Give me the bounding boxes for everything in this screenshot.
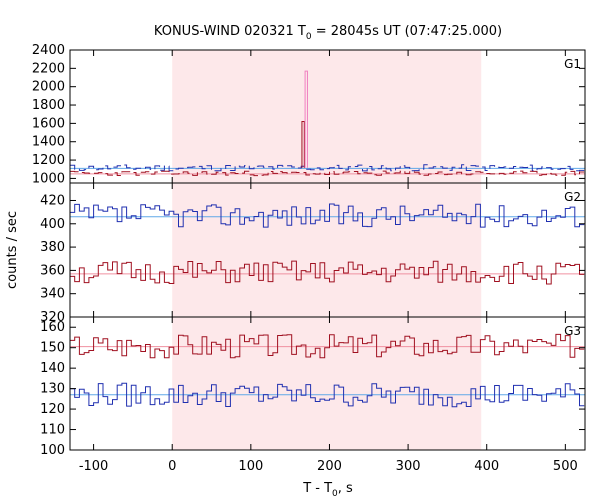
panel-g1: 1000 1200 1400 1600 1800 2000 2200 2400 G1: [32, 43, 586, 186]
chart-title-sub: 0: [306, 32, 312, 42]
y-tick-label: 360: [40, 263, 65, 278]
chart-title-tail: = 28045s UT (07:47:25.000): [312, 24, 502, 39]
y-tick-label: 110: [40, 423, 65, 438]
x-tick-label: 0: [168, 459, 176, 474]
y-tick-label: 140: [40, 361, 65, 376]
series-step-line: [70, 203, 585, 228]
x-axis-label-main: T - T: [302, 481, 332, 496]
burst-interval-shading: [172, 50, 482, 183]
series-step-line: [70, 260, 585, 285]
series-step-line: [70, 333, 585, 359]
series-step-line: [70, 382, 585, 408]
y-tick-label: 1200: [32, 153, 65, 168]
series-step-line: [70, 170, 585, 177]
y-tick-label: 160: [40, 320, 65, 335]
y-tick-label: 150: [40, 341, 65, 356]
y-tick-label: 2000: [32, 80, 65, 95]
y-tick-label: 1800: [32, 98, 65, 113]
y-axis-label: counts / sec: [5, 211, 20, 289]
y-tick-label: 130: [40, 382, 65, 397]
y-tick-label: 320: [40, 310, 65, 325]
y-tick-label: 2400: [32, 43, 65, 58]
panel-frame: [69, 316, 586, 451]
y-tick-label: 1600: [32, 116, 65, 131]
x-tick-label: 500: [553, 459, 578, 474]
y-tick-label: 100: [40, 443, 65, 458]
chart-title-main: KONUS-WIND 020321 T: [154, 24, 306, 39]
burst-interval-shading: [172, 183, 482, 317]
x-tick-label: 400: [474, 459, 499, 474]
x-axis-label-tail: , s: [338, 481, 353, 496]
y-tick-label: 120: [40, 402, 65, 417]
chart-title: KONUS-WIND 020321 T0 = 28045s UT (07:47:…: [154, 24, 502, 42]
y-tick-label: 380: [40, 240, 65, 255]
x-axis-label-sub: 0: [332, 489, 338, 499]
x-tick-label: 300: [396, 459, 421, 474]
y-tick-label: 400: [40, 217, 65, 232]
x-tick-label: 100: [238, 459, 263, 474]
series-step-line: [70, 164, 585, 172]
spike-bar: [304, 70, 308, 168]
spike-bar: [301, 121, 305, 168]
y-tick-label: 340: [40, 287, 65, 302]
y-tick-label: 1400: [32, 135, 65, 150]
x-axis-label: T - T0, s: [302, 481, 353, 499]
x-tick-label: 200: [317, 459, 342, 474]
burst-interval-shading: [172, 317, 482, 450]
panel-g2: 320 340 360 380 400 420 G2: [40, 182, 586, 325]
y-tick-label: 2200: [32, 61, 65, 76]
plot-area: 10001200140016001800200022002400G1320340…: [32, 43, 586, 474]
panel-label: G3: [564, 324, 581, 338]
panel-g3: 100 110 120 130 140 150 160 G3: [40, 316, 586, 458]
panel-label: G2: [564, 190, 581, 204]
y-tick-label: 1000: [32, 171, 65, 186]
x-tick-label: -100: [79, 459, 109, 474]
panel-label: G1: [564, 57, 581, 71]
y-tick-label: 420: [40, 193, 65, 208]
